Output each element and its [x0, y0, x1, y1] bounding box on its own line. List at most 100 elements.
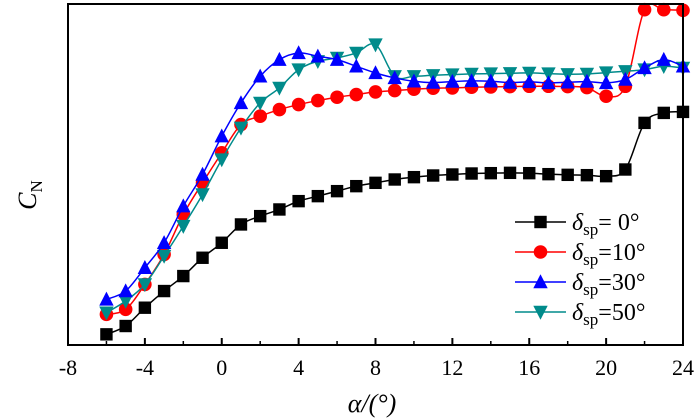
data-point — [657, 106, 670, 120]
legend-symbol: δ — [572, 270, 584, 296]
data-point — [369, 176, 382, 190]
data-point — [215, 236, 228, 249]
data-point — [195, 166, 210, 181]
x-tick-label: 24 — [672, 355, 694, 380]
data-point — [119, 319, 132, 333]
data-point — [349, 46, 364, 61]
data-point — [138, 301, 152, 314]
legend-symbol: δ — [572, 210, 584, 236]
ticks-layer: -8 -4 0 4 8 12 16 20 24 — [59, 338, 694, 380]
data-point — [502, 67, 518, 81]
legend-value: =30° — [598, 270, 645, 296]
data-point — [311, 189, 325, 203]
data-point — [542, 167, 555, 181]
data-point — [311, 93, 325, 108]
data-point — [214, 128, 229, 143]
legend-item: δsp= 0° — [515, 210, 639, 239]
x-tick-label: 8 — [370, 355, 381, 380]
data-point — [330, 184, 344, 198]
data-point — [484, 166, 498, 180]
data-point — [177, 269, 190, 283]
legend-label: δsp=10° — [572, 240, 645, 269]
y-axis-label-sub: N — [27, 180, 46, 192]
data-point — [214, 153, 229, 168]
data-point — [656, 51, 671, 66]
legend-symbol: δ — [572, 240, 584, 266]
data-point — [272, 102, 287, 117]
x-tick-label: 4 — [293, 355, 304, 380]
data-point — [522, 74, 537, 89]
data-point — [99, 291, 114, 306]
data-point — [637, 60, 652, 75]
data-point — [599, 89, 613, 104]
data-point — [329, 51, 345, 66]
data-point — [638, 116, 651, 130]
data-point — [196, 251, 209, 264]
data-point — [291, 63, 306, 78]
legend-item: δsp=10° — [515, 240, 645, 269]
data-point — [368, 65, 383, 80]
legend-label: δsp=50° — [572, 300, 645, 329]
data-point — [310, 48, 326, 63]
legend-subscript: sp — [583, 220, 598, 239]
data-point — [273, 203, 286, 216]
x-tick-label: -8 — [59, 355, 77, 380]
data-point — [234, 218, 248, 231]
legend-marker — [533, 305, 548, 320]
legend-symbol: δ — [572, 300, 584, 326]
series-2 — [99, 45, 691, 306]
data-point — [330, 90, 344, 105]
legend-marker — [533, 274, 548, 289]
legend-label: δsp=30° — [572, 270, 645, 299]
data-point — [176, 198, 191, 213]
data-point — [561, 168, 574, 182]
data-point — [619, 163, 632, 176]
data-point — [523, 166, 536, 180]
data-point — [350, 179, 363, 193]
legend-item: δsp=30° — [515, 270, 645, 299]
data-point — [253, 209, 267, 223]
legend-subscript: sp — [583, 280, 598, 299]
x-tick-label: 20 — [595, 355, 617, 380]
data-point — [541, 67, 556, 82]
data-point — [292, 194, 305, 208]
legend-marker — [534, 215, 547, 229]
data-point — [291, 97, 306, 112]
data-point — [387, 70, 402, 85]
data-point — [599, 169, 613, 183]
data-point — [157, 284, 171, 298]
data-point — [503, 166, 517, 180]
data-point — [118, 302, 133, 317]
data-point — [445, 73, 460, 88]
legend: δsp= 0°δsp=10°δsp=30°δsp=50° — [515, 210, 645, 329]
data-point — [464, 73, 479, 88]
data-point — [541, 75, 556, 90]
y-axis-label: CN — [13, 180, 46, 210]
data-point — [233, 121, 249, 136]
data-point — [118, 283, 133, 298]
x-tick-label: 12 — [441, 355, 463, 380]
legend-value: =50° — [598, 300, 645, 326]
x-tick-label: 0 — [216, 355, 227, 380]
series-layer — [99, 2, 691, 341]
data-point — [560, 74, 575, 89]
data-point — [580, 168, 594, 182]
legend-item: δsp=50° — [515, 300, 645, 329]
data-point — [100, 328, 113, 341]
legend-value: =10° — [598, 240, 645, 266]
legend-value: = 0° — [598, 210, 639, 236]
data-point — [465, 167, 478, 180]
data-point — [637, 2, 652, 17]
legend-subscript: sp — [583, 310, 598, 329]
data-point — [598, 66, 614, 81]
data-point — [387, 83, 402, 98]
data-point — [233, 95, 249, 110]
data-point — [252, 96, 268, 111]
data-point — [137, 260, 153, 274]
data-point — [368, 38, 383, 53]
data-point — [99, 306, 114, 321]
data-point — [407, 170, 421, 184]
data-point — [272, 81, 287, 96]
legend-subscript: sp — [583, 250, 598, 269]
